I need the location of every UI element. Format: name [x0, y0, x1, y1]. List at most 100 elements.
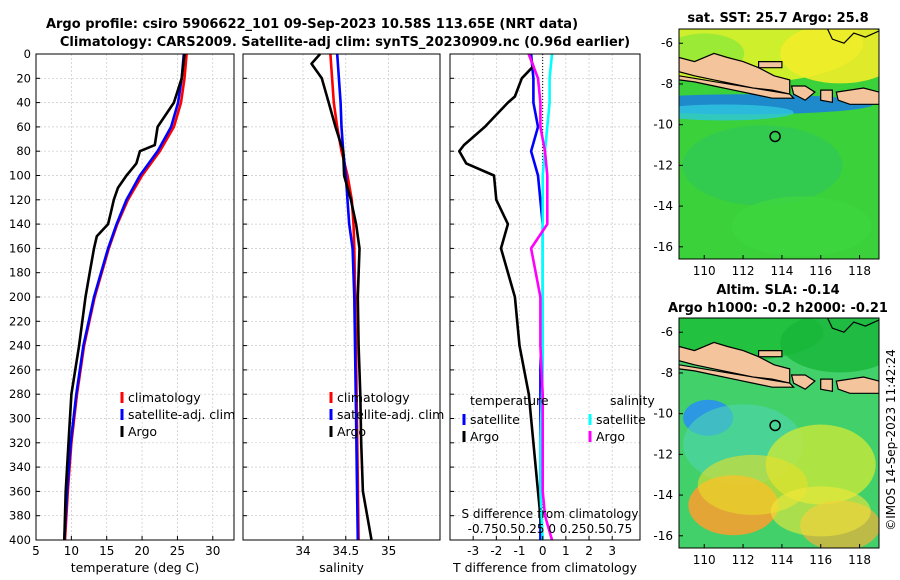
map-field-blob	[731, 196, 872, 257]
figure-title-line1: Argo profile: csiro 5906622_101 09-Sep-2…	[46, 17, 578, 32]
legend-title-salinity: salinity	[610, 393, 655, 408]
land-bali	[790, 85, 816, 101]
y-tick-label: 300	[9, 412, 31, 426]
map-lon-tick-label: 118	[848, 264, 871, 278]
x-tick-label: 34.5	[332, 544, 359, 558]
y-tick-label: 40	[16, 96, 31, 110]
y-tick-label: 380	[9, 509, 31, 523]
series-line-satellite-adj-clim	[335, 53, 360, 541]
map-lon-tick-label: 110	[693, 553, 716, 567]
legend-title-temperature: temperature	[470, 393, 549, 408]
land-java	[679, 341, 795, 388]
y-tick-label: 100	[9, 169, 31, 183]
legend-label: satellite	[596, 412, 646, 427]
map-lat-tick-label: -12	[653, 447, 673, 461]
figure-title-line2: Climatology: CARS2009. Satellite-adj cli…	[60, 35, 630, 50]
x-tick-label: 0	[539, 544, 547, 558]
y-tick-label: 280	[9, 387, 31, 401]
sst-map: -6 -8 -10 -12 -14 -16 110 112 114 116 118	[653, 28, 880, 278]
y-tick-label: 20	[16, 71, 31, 85]
y-tick-label: 60	[16, 120, 31, 134]
map-field-blob	[679, 104, 794, 121]
land-madura	[757, 60, 783, 69]
legend-label: climatology	[337, 390, 410, 405]
map-lon-tick-label: 112	[732, 553, 755, 567]
x-tick-label: 35	[381, 544, 396, 558]
land-lombok	[820, 378, 834, 393]
x-tick-label: 2	[585, 544, 593, 558]
map-field-blob	[770, 486, 871, 537]
s-axis-ticks: -0.750.50.25 0 0.250.50.75	[468, 522, 633, 536]
y-tick-label: 400	[9, 533, 31, 547]
series-line-satellite-adj-clim	[63, 53, 186, 541]
map-content	[679, 29, 879, 259]
map-lat-tick-label: -6	[661, 36, 673, 50]
land-sumbawa	[835, 376, 879, 394]
legend-label: climatology	[128, 390, 201, 405]
map-lat-tick-label: -8	[661, 366, 673, 380]
series-line-argo	[310, 53, 373, 541]
sla-map-title-line2: Argo h1000: -0.2 h2000: -0.21	[668, 301, 888, 316]
x-tick-label: 25	[170, 544, 185, 558]
y-tick-label: 340	[9, 460, 31, 474]
sla-map-title-line1: Altim. SLA: -0.14	[716, 283, 839, 298]
imos-timestamp-label: ©IMOS 14-Sep-2023 11:42:24	[884, 349, 898, 531]
y-tick-label: 180	[9, 266, 31, 280]
map-lon-tick-label: 118	[848, 553, 871, 567]
map-lon-tick-label: 116	[809, 264, 832, 278]
map-content	[679, 318, 879, 548]
map-field-blob	[780, 29, 879, 84]
land-madura	[757, 350, 783, 358]
coastline-north	[826, 29, 879, 44]
argo-position-marker	[769, 419, 781, 432]
map-frame	[678, 317, 880, 549]
land-sumbawa	[835, 87, 879, 105]
series-line-s-argo	[527, 53, 554, 541]
y-tick-label: 0	[24, 47, 31, 61]
series-line-s-satellite	[539, 53, 554, 541]
legend-label: satellite-adj. clim	[337, 407, 444, 422]
legend-label: Argo	[128, 424, 157, 439]
s-axis-label: S difference from climatology	[462, 507, 639, 521]
x-tick-label: 30	[205, 544, 220, 558]
series-line-t-argo	[457, 53, 544, 541]
y-tick-label: 220	[9, 314, 31, 328]
temperature-panel: 5 10 15 20 25 30 temperature (deg C) 0 20 40 60 80 1…	[9, 47, 235, 575]
legend-label: satellite	[470, 412, 520, 427]
argo-position-marker	[769, 130, 781, 143]
map-lat-tick-label: -12	[653, 158, 673, 172]
salinity-panel: 34 34.5 35 salinity climatology satellite-adj…	[242, 53, 444, 575]
legend-label: Argo	[470, 429, 499, 444]
y-tick-label: 360	[9, 484, 31, 498]
legend-label: satellite-adj. clim	[128, 407, 235, 422]
y-tick-label: 140	[9, 217, 31, 231]
legend-label: Argo	[337, 424, 366, 439]
land-bali	[790, 374, 816, 390]
map-frame	[678, 28, 880, 260]
x-tick-label: -2	[490, 544, 502, 558]
map-lon-tick-label: 114	[770, 264, 793, 278]
y-tick-label: 160	[9, 241, 31, 255]
x-axis-label: temperature (deg C)	[71, 560, 200, 575]
x-tick-label: 15	[99, 544, 114, 558]
map-lat-tick-label: -16	[653, 240, 673, 254]
x-axis-label: salinity	[319, 560, 364, 575]
x-axis-label: T difference from climatology	[452, 560, 638, 575]
x-tick-label: 5	[32, 544, 40, 558]
map-lat-tick-label: -14	[653, 199, 673, 213]
sla-map: -6 -8 -10 -12 -14 -16 110 112 114 116 118	[653, 317, 880, 567]
land-lombok	[820, 89, 834, 104]
map-lat-tick-label: -10	[653, 407, 673, 421]
x-tick-label: -1	[514, 544, 526, 558]
y-tick-label: 120	[9, 193, 31, 207]
x-tick-label: 20	[134, 544, 149, 558]
map-lon-tick-label: 116	[809, 553, 832, 567]
y-tick-label: 200	[9, 290, 31, 304]
y-tick-label: 80	[16, 144, 31, 158]
y-tick-label: 240	[9, 339, 31, 353]
map-lat-tick-label: -8	[661, 77, 673, 91]
map-lon-tick-label: 110	[693, 264, 716, 278]
map-field-blob	[780, 318, 879, 373]
sst-map-title: sat. SST: 25.7 Argo: 25.8	[687, 11, 868, 26]
